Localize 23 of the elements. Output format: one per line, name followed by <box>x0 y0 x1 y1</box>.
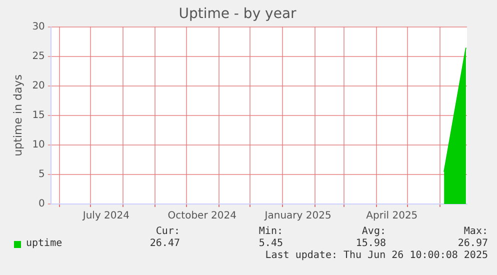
text: 5.45 <box>258 238 283 249</box>
y-tick-label: 0 <box>38 198 45 210</box>
y-tick-label: 25 <box>32 50 45 62</box>
chart-title: Uptime - by year <box>178 6 297 22</box>
y-tick-label: 20 <box>32 80 45 92</box>
y-axis-title: uptime in days <box>11 74 24 156</box>
text: 26.97 <box>456 238 488 249</box>
y-tick-label: 30 <box>32 21 45 32</box>
x-tick-label: October 2024 <box>168 210 236 222</box>
x-tick-label: January 2025 <box>264 210 332 222</box>
x-tick-label: April 2025 <box>366 210 418 222</box>
text: Min: <box>258 226 283 237</box>
text: Max: <box>462 226 488 237</box>
text: 15.98 <box>354 238 386 249</box>
x-tick-label: July 2024 <box>82 210 130 222</box>
text: 26.47 <box>148 238 180 249</box>
text: Last update: Thu Jun 26 10:00:08 2025 <box>264 250 488 261</box>
y-tick-label: 15 <box>32 110 45 121</box>
y-tick-label: 5 <box>38 169 45 180</box>
text: Cur: <box>154 226 180 237</box>
legend-label: uptime <box>26 238 62 249</box>
y-tick-label: 10 <box>32 140 45 151</box>
text: Avg: <box>360 226 386 237</box>
